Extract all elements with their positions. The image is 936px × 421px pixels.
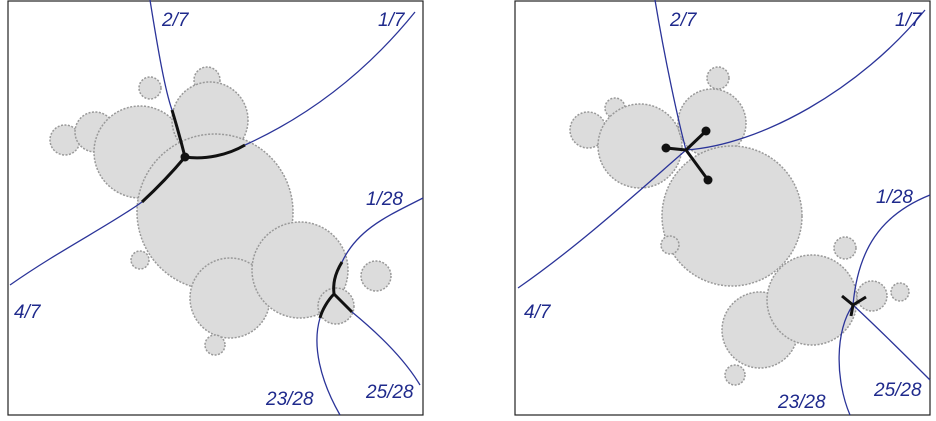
ray-label: 23/28 bbox=[265, 389, 314, 410]
ray-label: 4/7 bbox=[14, 302, 42, 323]
figure: 2/7 1/7 4/7 1/28 25/28 23/28 bbox=[0, 0, 936, 421]
ray-label: 1/7 bbox=[378, 10, 406, 31]
ray-label: 25/28 bbox=[365, 382, 414, 403]
ray-label: 1/28 bbox=[366, 189, 403, 210]
left-panel: 2/7 1/7 4/7 1/28 25/28 23/28 bbox=[8, 0, 423, 415]
ray-label: 2/7 bbox=[161, 10, 190, 31]
ray-label: 1/7 bbox=[895, 10, 923, 31]
ray-label: 4/7 bbox=[524, 302, 552, 323]
ray-label: 25/28 bbox=[873, 380, 922, 401]
ray-label: 23/28 bbox=[777, 392, 826, 413]
right-panel: 2/7 1/7 4/7 1/28 25/28 23/28 bbox=[515, 0, 930, 415]
ray-label: 1/28 bbox=[876, 187, 913, 208]
ray-label: 2/7 bbox=[669, 10, 698, 31]
